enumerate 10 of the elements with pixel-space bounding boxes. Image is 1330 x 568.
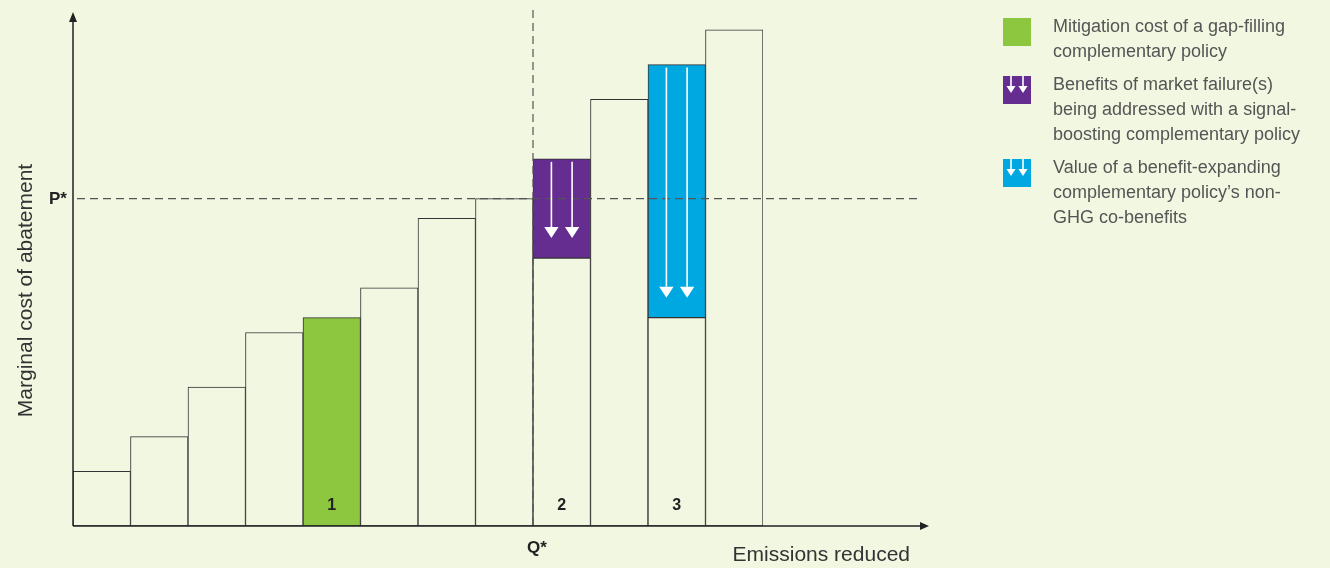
ref-line-label: P* xyxy=(49,189,68,209)
x-axis-title: Emissions reduced xyxy=(732,542,910,566)
legend-label: Benefits of market failure(s) being addressed with a signal-boosting complementary policy xyxy=(1053,73,1302,146)
x-tick-label: 2 xyxy=(557,496,567,514)
legend-label: Mitigation cost of a gap-filling complementary policy xyxy=(1053,15,1287,63)
x-tick-label: 3 xyxy=(672,496,682,514)
y-axis-title: Marginal cost of abatement xyxy=(12,163,36,418)
x-tick-label: 1 xyxy=(327,496,337,514)
legend-label: Value of a benefit-expanding complementary policy’s non-GHG co-benefits xyxy=(1053,156,1282,229)
text: Q* xyxy=(527,538,548,558)
